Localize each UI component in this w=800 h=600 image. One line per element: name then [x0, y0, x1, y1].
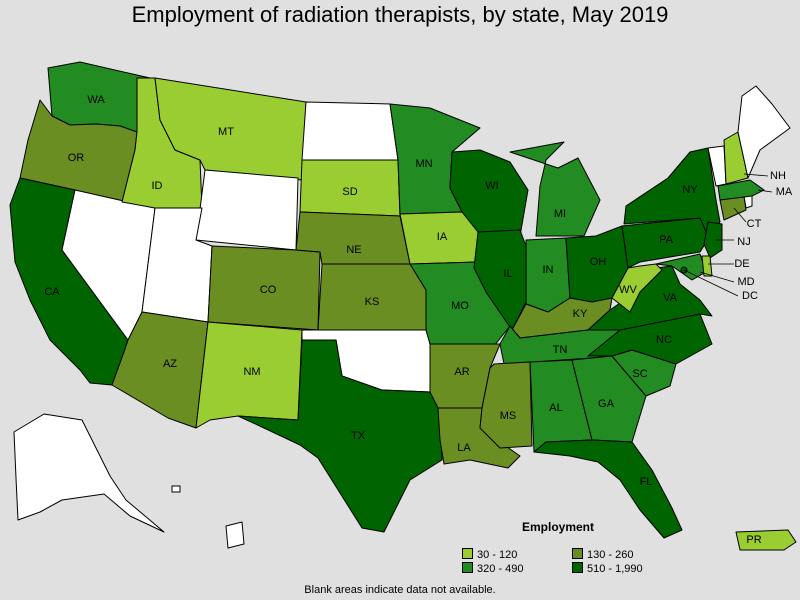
legend: Employment 30 - 120 130 - 260 320 - 490 …	[462, 520, 682, 580]
state-label-nh: NH	[770, 170, 786, 182]
legend-item-130-260: 130 - 260	[572, 548, 633, 561]
state-label-nc: NC	[656, 334, 672, 346]
state-hi-islands[interactable]	[171, 485, 181, 493]
state-nd[interactable]	[301, 101, 399, 161]
state-label-la: LA	[457, 442, 471, 454]
state-wv[interactable]	[611, 263, 663, 313]
state-label-dc: DC	[742, 290, 758, 302]
state-label-co: CO	[260, 284, 277, 296]
legend-swatch	[572, 548, 583, 559]
legend-label: 30 - 120	[477, 549, 518, 561]
state-label-pr: PR	[746, 534, 761, 546]
legend-label: 510 - 1,990	[587, 563, 643, 575]
legend-swatch	[572, 562, 583, 573]
state-label-ms: MS	[500, 410, 517, 422]
legend-item-510-1990: 510 - 1,990	[572, 562, 643, 575]
state-ga[interactable]	[571, 355, 647, 443]
state-label-oh: OH	[590, 256, 607, 268]
legend-label: 130 - 260	[587, 549, 634, 561]
state-label-de: DE	[734, 258, 749, 270]
map-title: Employment of radiation therapists, by s…	[131, 2, 669, 27]
state-pr[interactable]	[735, 529, 797, 551]
footnote: Blank areas indicate data not available.	[304, 584, 496, 596]
state-label-ga: GA	[598, 398, 615, 410]
state-label-tx: TX	[351, 430, 366, 442]
state-label-az: AZ	[163, 358, 177, 370]
legend-swatch	[462, 562, 473, 573]
state-label-nm: NM	[243, 366, 260, 378]
state-label-wa: WA	[87, 94, 105, 106]
state-label-sc: SC	[632, 368, 647, 380]
state-label-nj: NJ	[737, 236, 750, 248]
state-label-ca: CA	[44, 286, 60, 298]
state-label-mt: MT	[218, 126, 234, 138]
state-ak[interactable]	[13, 413, 165, 533]
state-me[interactable]	[737, 85, 791, 179]
state-label-wv: WV	[619, 284, 637, 296]
state-label-mi: MI	[554, 208, 566, 220]
state-label-il: IL	[503, 268, 512, 280]
state-label-mn: MN	[415, 158, 432, 170]
state-label-pa: PA	[659, 234, 674, 246]
state-label-ky: KY	[573, 308, 588, 320]
state-label-ks: KS	[365, 296, 380, 308]
state-label-id: ID	[152, 180, 163, 192]
state-ny[interactable]	[623, 147, 721, 237]
state-label-wi: WI	[485, 180, 498, 192]
state-label-md: MD	[737, 276, 754, 288]
state-label-va: VA	[663, 292, 678, 304]
legend-title: Employment	[522, 520, 595, 534]
state-label-fl: FL	[640, 476, 653, 488]
state-label-al: AL	[549, 402, 562, 414]
state-label-ct: CT	[747, 218, 762, 230]
state-label-mo: MO	[451, 300, 469, 312]
state-de[interactable]	[701, 255, 713, 277]
state-label-ny: NY	[682, 184, 698, 196]
state-co[interactable]	[207, 245, 321, 331]
state-md[interactable]	[655, 253, 707, 281]
state-label-ar: AR	[454, 366, 469, 378]
state-fl[interactable]	[533, 439, 683, 539]
state-label-in: IN	[543, 264, 554, 276]
state-label-ne: NE	[346, 244, 361, 256]
state-nj[interactable]	[703, 221, 723, 259]
state-hi[interactable]	[225, 521, 245, 549]
state-wy[interactable]	[195, 169, 299, 251]
state-mi[interactable]	[509, 141, 601, 237]
state-label-ia: IA	[437, 231, 448, 243]
state-ma[interactable]	[717, 179, 765, 201]
state-label-ma: MA	[776, 186, 793, 198]
state-tx[interactable]	[237, 339, 443, 533]
state-label-or: OR	[68, 152, 85, 164]
state-label-sd: SD	[342, 186, 357, 198]
state-label-tn: TN	[553, 344, 568, 356]
legend-item-30-120: 30 - 120	[462, 548, 517, 561]
legend-label: 320 - 490	[477, 563, 524, 575]
legend-item-320-490: 320 - 490	[462, 562, 523, 575]
legend-swatch	[462, 548, 473, 559]
